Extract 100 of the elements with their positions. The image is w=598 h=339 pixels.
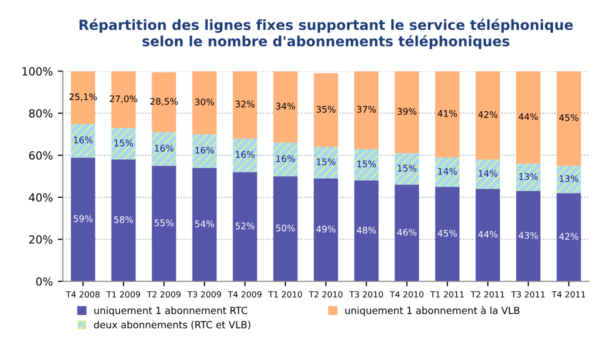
- bar: [394, 71, 420, 154]
- bar: [516, 164, 540, 191]
- bar: [556, 166, 581, 194]
- bar: [476, 71, 500, 160]
- x-tick-label: T1 2011: [430, 291, 464, 298]
- bar: [111, 159, 136, 282]
- data-label: 16%: [276, 155, 295, 162]
- x-tick-label: T2 2009: [146, 291, 181, 298]
- bar: [192, 134, 217, 168]
- data-label: 25,1%: [69, 93, 97, 102]
- data-label: 15%: [357, 160, 376, 168]
- bar: [70, 158, 96, 282]
- bar: [70, 71, 96, 124]
- bar: [273, 176, 298, 282]
- legend-label: uniquement 1 abonnement à la VLB: [345, 306, 520, 316]
- x-tick-label: T4 2009: [228, 291, 262, 298]
- data-label: 14%: [438, 168, 457, 175]
- x-tick-label: T1 2010: [268, 291, 302, 298]
- bar: [152, 132, 176, 166]
- data-label: 54%: [195, 220, 214, 228]
- bar: [394, 153, 420, 185]
- bar: [435, 157, 460, 187]
- data-label: 49%: [316, 226, 336, 232]
- x-tick-label: T4 2011: [552, 291, 586, 298]
- bar: [232, 172, 258, 282]
- bar: [232, 138, 258, 172]
- data-label: 14%: [478, 170, 498, 177]
- bar: [314, 178, 338, 282]
- data-label: 13%: [560, 175, 578, 182]
- x-tick-label: T3 2011: [511, 291, 545, 298]
- bar: [556, 71, 581, 166]
- bar: [354, 71, 379, 149]
- bar: [273, 71, 298, 143]
- data-label: 32%: [236, 100, 254, 108]
- bar: [70, 124, 96, 158]
- bar: [314, 73, 338, 147]
- bar: [111, 71, 136, 128]
- bar: [273, 142, 298, 176]
- x-tick-label: T3 2009: [187, 291, 222, 298]
- bar: [476, 188, 500, 282]
- data-label: 16%: [74, 136, 93, 144]
- data-label: 52%: [236, 222, 254, 230]
- bar: [232, 71, 258, 138]
- bar: [192, 71, 217, 134]
- data-label: 42%: [559, 233, 578, 240]
- data-label: 13%: [519, 173, 538, 180]
- y-tick-label: 0%: [36, 277, 52, 286]
- y-tick-label: 100%: [22, 67, 52, 76]
- data-label: 15%: [398, 164, 416, 172]
- bar: [152, 166, 176, 282]
- data-label: 30%: [195, 98, 214, 106]
- x-tick-label: T3 2010: [349, 291, 383, 298]
- data-label: 35%: [316, 106, 336, 113]
- x-tick-label: T2 2011: [470, 291, 504, 298]
- data-label: 48%: [356, 226, 376, 234]
- bar: [152, 72, 176, 132]
- bar: [516, 190, 540, 282]
- bar: [556, 193, 581, 282]
- data-label: 42%: [478, 111, 498, 118]
- bar: [314, 146, 338, 178]
- data-label: 55%: [154, 219, 174, 226]
- data-label: 45%: [438, 230, 457, 237]
- legend-label: deux abonnements (RTC et VLB): [94, 320, 250, 330]
- data-label: 37%: [357, 106, 376, 113]
- y-tick-label: 80%: [29, 109, 52, 118]
- bar: [111, 128, 136, 160]
- x-tick-label: T4 2010: [390, 291, 424, 298]
- data-label: 44%: [478, 230, 498, 238]
- data-label: 58%: [114, 216, 134, 224]
- bar: [516, 71, 540, 164]
- bar: [354, 148, 379, 180]
- data-label: 41%: [438, 110, 457, 117]
- y-tick-label: 60%: [29, 151, 52, 160]
- x-tick-label: T2 2010: [308, 291, 342, 298]
- bar: [394, 184, 420, 282]
- data-label: 16%: [154, 144, 174, 152]
- bar: [476, 159, 500, 189]
- data-label: 46%: [397, 228, 416, 236]
- data-label: 39%: [398, 108, 416, 115]
- data-label: 34%: [276, 102, 295, 110]
- bar: [192, 168, 217, 282]
- bar: [435, 71, 460, 158]
- data-label: 28,5%: [150, 98, 178, 106]
- data-label: 45%: [559, 114, 578, 122]
- data-label: 44%: [518, 113, 538, 120]
- chart-title: Répartition des lignes fixes supportant le service téléphonique selon le nombre d'abonnements téléphoniques: [80, 18, 573, 50]
- y-tick-label: 40%: [28, 193, 52, 202]
- data-label: 59%: [74, 215, 93, 222]
- bar: [435, 186, 460, 282]
- data-label: 15%: [316, 158, 336, 166]
- x-tick-label: T1 2009: [106, 291, 140, 298]
- data-label: 16%: [236, 151, 254, 158]
- data-label: 27,0%: [110, 95, 138, 104]
- legend-label: uniquement 1 abonnement RTC: [94, 306, 248, 316]
- x-tick-label: T4 2008: [66, 291, 100, 298]
- y-tick-label: 20%: [29, 235, 52, 244]
- data-label: 50%: [276, 224, 295, 232]
- data-label: 43%: [518, 232, 538, 239]
- data-label: 16%: [195, 146, 214, 154]
- data-label: 15%: [114, 139, 134, 146]
